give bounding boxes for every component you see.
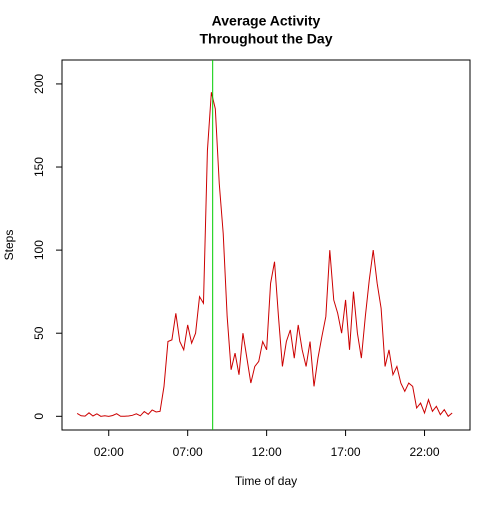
data-line	[76, 92, 453, 418]
plot-box	[61, 59, 471, 431]
y-axis-label: Steps	[2, 230, 16, 261]
x-tick-label: 17:00	[331, 445, 361, 459]
y-tick-label: 0	[32, 413, 46, 420]
x-axis-label: Time of day	[235, 474, 297, 488]
y-tick-label: 150	[32, 157, 46, 177]
y-tick-label: 100	[32, 240, 46, 260]
y-tick-label: 50	[32, 326, 46, 340]
y-tick-label: 200	[32, 74, 46, 94]
x-tick-label: 12:00	[252, 445, 282, 459]
chart-title: Average Activity	[212, 13, 321, 29]
x-tick-label: 02:00	[94, 445, 124, 459]
x-tick-label: 22:00	[410, 445, 440, 459]
x-tick-label: 07:00	[173, 445, 203, 459]
chart-title: Throughout the Day	[200, 31, 333, 47]
